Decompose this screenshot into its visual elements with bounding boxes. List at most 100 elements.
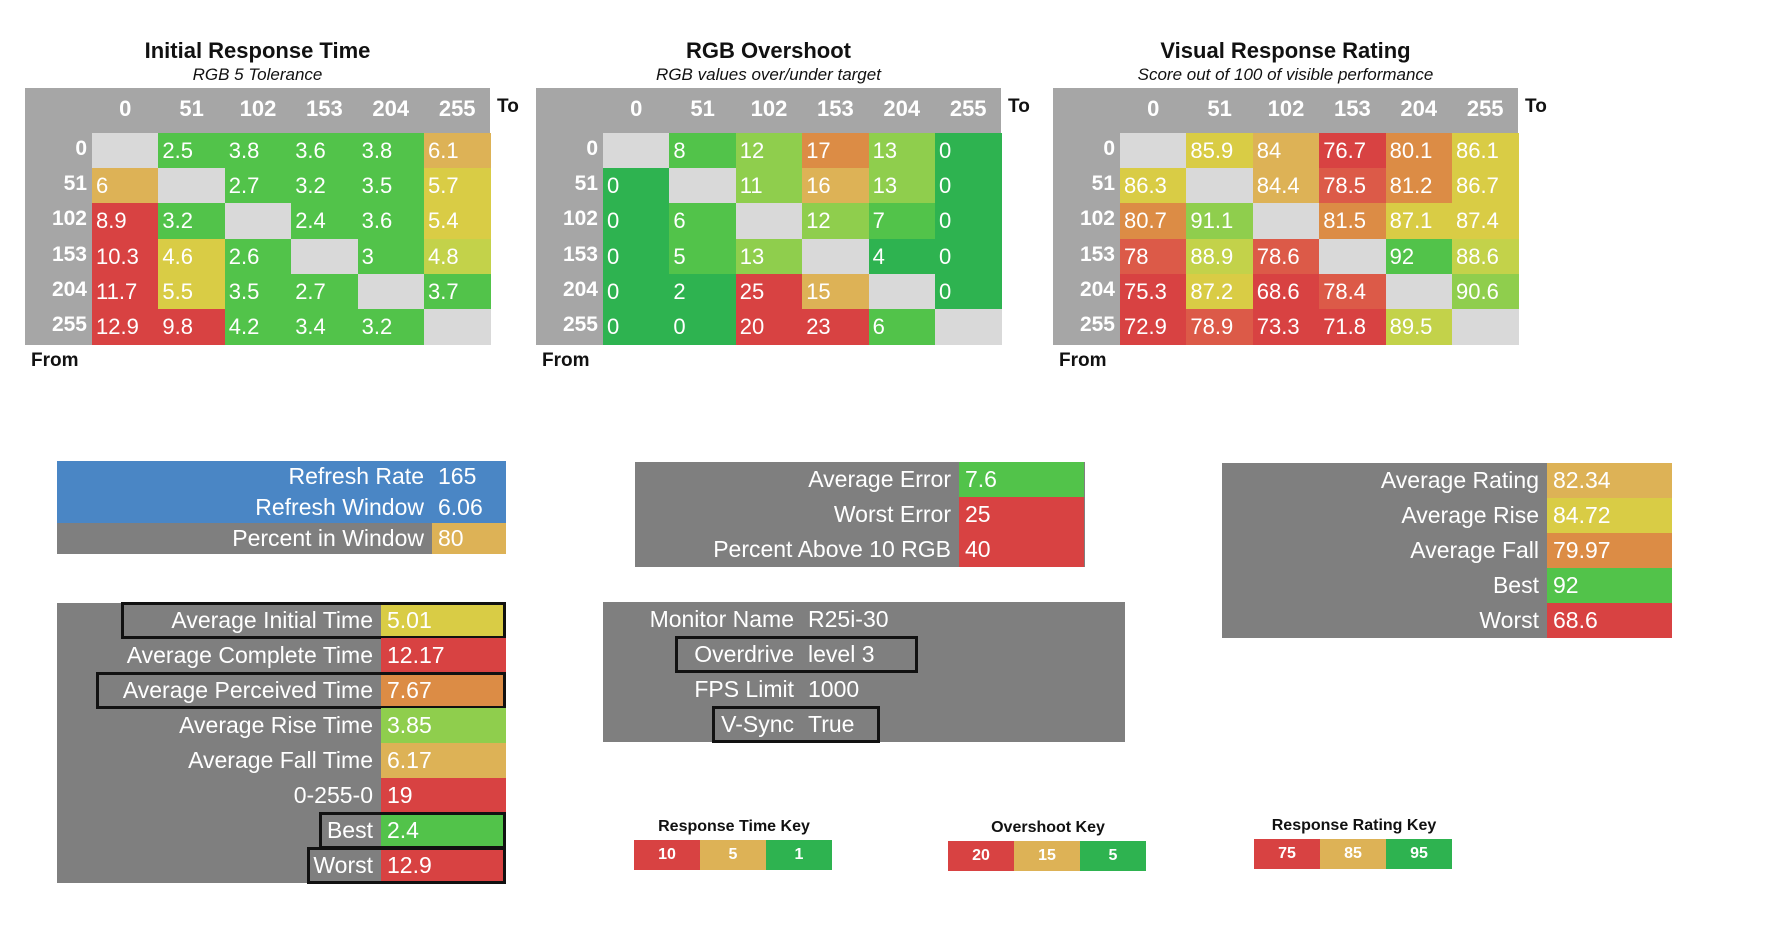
heatmap-cell	[158, 168, 226, 204]
heatmap-cell: 4.2	[224, 309, 292, 345]
heatmap-cell: 12	[735, 133, 803, 169]
column-label: 204	[883, 96, 921, 121]
heatmap-2: Visual Response Rating Score out of 100 o…	[1053, 38, 1573, 378]
heatmap-cell: 4	[868, 238, 936, 275]
stat-value: 12.17	[381, 638, 506, 673]
key-title: Response Time Key	[658, 818, 810, 835]
column-label: 204	[1400, 96, 1438, 121]
stat-label: Worst	[1479, 607, 1539, 633]
row-label: 51	[63, 172, 87, 196]
key-swatch: 75	[1254, 839, 1320, 869]
heatmap-cell: 13	[735, 238, 803, 275]
stat-value: 82.34	[1547, 463, 1672, 498]
heatmap-cell: 68.6	[1252, 273, 1320, 310]
row-label: 0	[1103, 137, 1115, 160]
heatmap-cell: 11.7	[92, 273, 159, 310]
key-swatch: 5	[700, 840, 766, 870]
stat-value: True	[808, 711, 855, 737]
stat-label: Percent Above 10 RGB	[713, 536, 951, 562]
heatmap-cell: 5.4	[424, 203, 491, 240]
heatmap-cell: 86.1	[1452, 133, 1519, 169]
rating-panel: Average Rating 82.34 Average Rise 84.72 Aver…	[1222, 463, 1672, 638]
heatmap-cell	[224, 203, 292, 240]
heatmap-cell: 91.1	[1186, 203, 1254, 240]
heatmap-cell: 0	[935, 133, 1002, 169]
heatmap-cell: 13	[868, 168, 936, 204]
key-swatch: 10	[634, 840, 700, 870]
column-label: 204	[372, 96, 410, 121]
heatmap-cell: 0	[669, 309, 737, 345]
stat-label: Average Complete Time	[126, 642, 373, 668]
row-label: 102	[51, 207, 87, 231]
heatmap-cell: 6	[868, 309, 936, 345]
heatmap-cell: 6.1	[424, 133, 491, 169]
stat-label: Best	[1492, 572, 1539, 598]
heatmap-cell	[1186, 168, 1254, 204]
heatmap-cell: 87.2	[1186, 273, 1254, 310]
heatmap-cell	[603, 133, 670, 169]
stat-value: 68.6	[1547, 603, 1672, 638]
heatmap-cell	[935, 309, 1002, 345]
heatmap-cell: 4.6	[158, 238, 226, 275]
stat-label: Best	[326, 817, 373, 843]
color-key: Response Time Key 10 5 1	[634, 818, 834, 878]
stat-value: 40	[959, 532, 1084, 567]
heatmap-cell: 0	[935, 273, 1002, 310]
row-band	[57, 492, 506, 523]
column-label: 255	[1466, 96, 1504, 121]
heatmap-cell	[802, 238, 870, 275]
row-label: 51	[574, 172, 598, 196]
heatmap-title: Visual Response Rating	[1160, 38, 1411, 63]
heatmap-cell: 78	[1120, 238, 1187, 275]
heatmap-cell: 0	[935, 203, 1002, 240]
heatmap-cell: 2.7	[291, 273, 359, 310]
heatmap-cell: 17	[802, 133, 870, 169]
column-label: 51	[1207, 96, 1232, 121]
heatmap-cell: 3.8	[224, 133, 292, 169]
stat-label: Monitor Name	[649, 606, 794, 632]
heatmap-cell: 76.7	[1319, 133, 1387, 169]
row-label: 255	[1079, 313, 1115, 336]
heatmap-cell: 0	[935, 238, 1002, 275]
row-label: 153	[51, 242, 87, 266]
heatmap-cell: 2.7	[224, 168, 292, 204]
column-label: 153	[817, 96, 854, 121]
heatmap-cell: 3.6	[357, 203, 425, 240]
row-label: 102	[562, 207, 598, 231]
stat-value: 3.85	[381, 708, 506, 743]
key-swatch: 5	[1080, 841, 1146, 871]
row-label: 255	[562, 313, 598, 336]
heatmap-cell: 78.4	[1319, 273, 1387, 310]
stat-label: Worst Error	[833, 501, 951, 527]
heatmap-cell	[357, 273, 425, 310]
heatmap-cell: 0	[603, 309, 670, 345]
row-label: 204	[51, 277, 87, 301]
stat-label: FPS Limit	[694, 676, 794, 702]
key-title: Response Rating Key	[1271, 817, 1437, 834]
row-label: 0	[75, 137, 87, 160]
stat-label: Overdrive	[694, 641, 794, 667]
heatmap-cell: 92	[1385, 238, 1453, 275]
key-swatch: 20	[948, 841, 1014, 871]
heatmap-cell: 5.5	[158, 273, 226, 310]
heatmap-cell	[735, 203, 803, 240]
heatmap-cell: 3.7	[424, 273, 491, 310]
stat-label: Average Rise	[1401, 502, 1539, 528]
heatmap-cell: 5.7	[424, 168, 491, 204]
column-label: 255	[949, 96, 987, 121]
stat-value: 84.72	[1547, 498, 1672, 533]
heatmap-cell: 12	[802, 203, 870, 240]
stat-label: Average Fall	[1410, 537, 1539, 563]
key-swatch: 95	[1386, 839, 1452, 869]
heatmap-title: Initial Response Time	[144, 38, 371, 63]
heatmap-cell: 3.4	[291, 309, 359, 345]
stat-label: 0-255-0	[293, 782, 373, 808]
column-label: 102	[750, 96, 788, 121]
axis-label-to: To	[497, 96, 519, 117]
stat-value: level 3	[808, 641, 875, 667]
column-label: 255	[438, 96, 476, 121]
heatmap-cell: 78.9	[1186, 309, 1254, 345]
key-swatch: 1	[766, 840, 832, 870]
heatmap-cell: 15	[802, 273, 870, 310]
heatmap-1: RGB Overshoot RGB values over/under targe…	[536, 38, 1056, 378]
